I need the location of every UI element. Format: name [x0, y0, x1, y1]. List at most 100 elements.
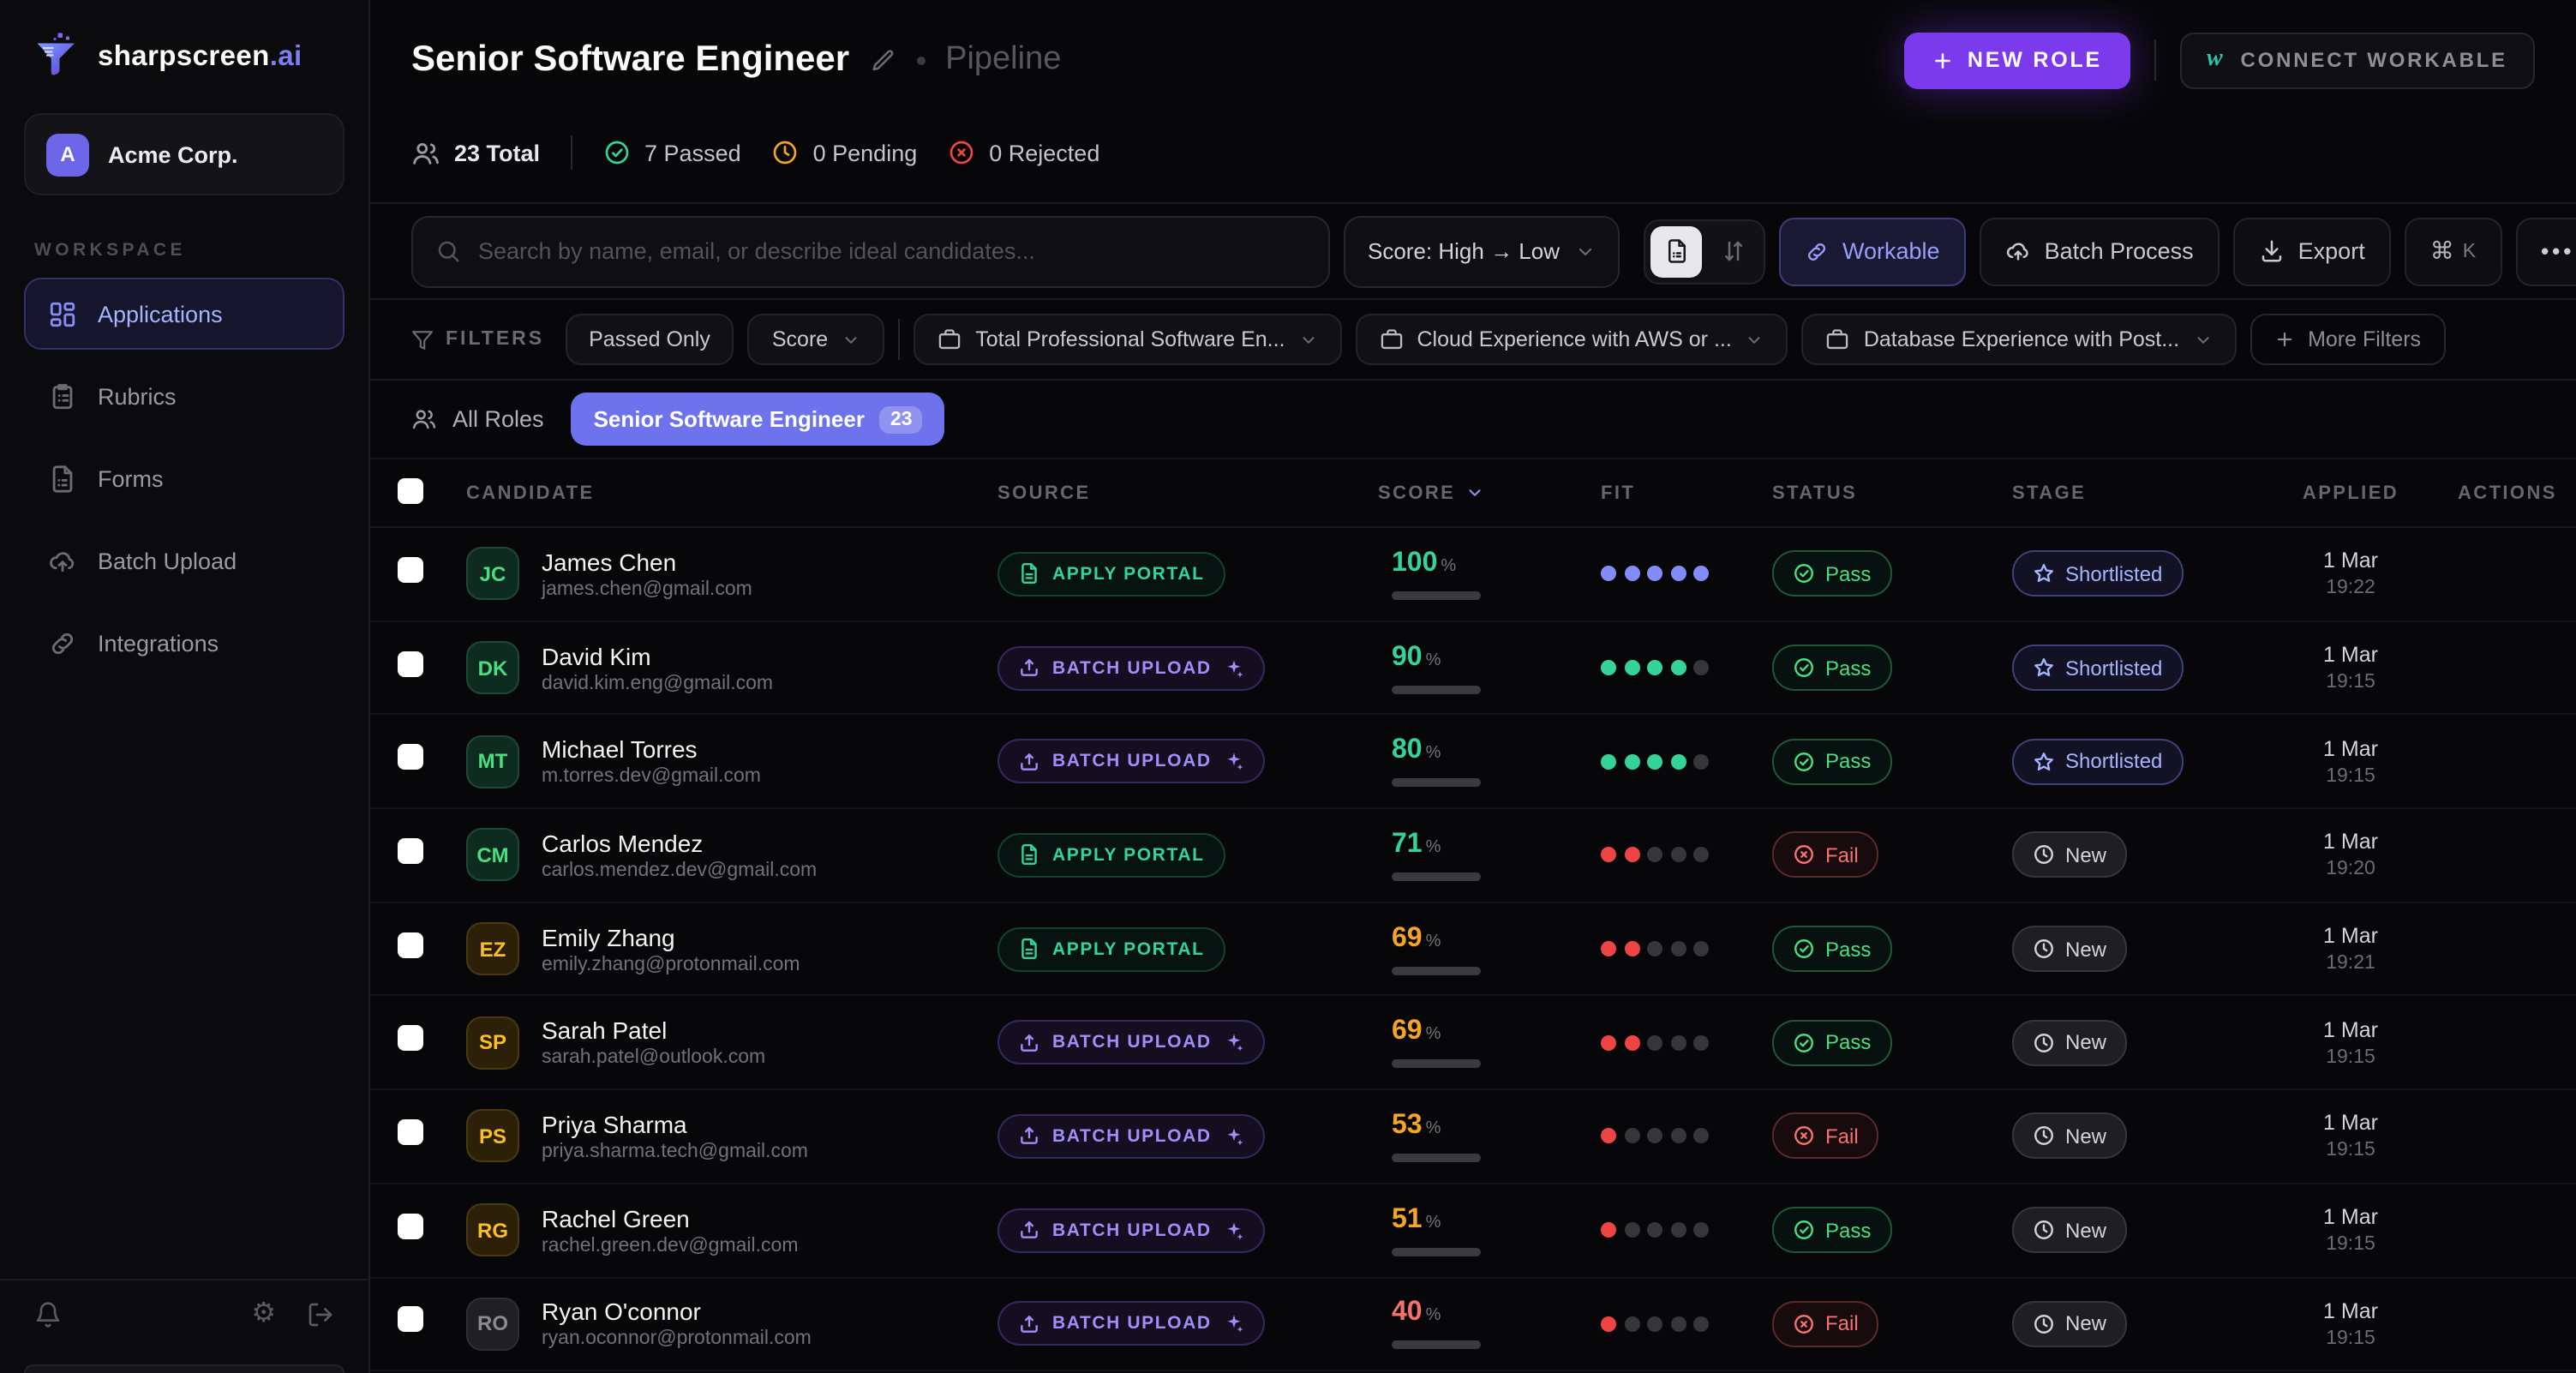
table-row[interactable]: RG Rachel Green rachel.green.dev@gmail.c… — [370, 1184, 2576, 1278]
row-checkbox[interactable] — [398, 744, 423, 770]
col-candidate[interactable]: CANDIDATE — [466, 483, 595, 503]
tab-all-roles[interactable]: All Roles — [411, 406, 544, 432]
sidebar-item-applications[interactable]: Applications — [24, 278, 344, 350]
briefcase-icon — [1826, 327, 1850, 351]
clipboard-icon — [48, 381, 77, 411]
connect-workable-button[interactable]: w CONNECT WORKABLE — [2179, 32, 2535, 88]
table-row[interactable]: SP Sarah Patel sarah.patel@outlook.com B… — [370, 997, 2576, 1091]
filter-chip-passed-only[interactable]: Passed Only — [565, 314, 734, 365]
col-fit[interactable]: FIT — [1601, 483, 1636, 503]
table-row[interactable]: RO Ryan O'connor ryan.oconnor@protonmail… — [370, 1278, 2576, 1372]
table-row[interactable]: DK David Kim david.kim.eng@gmail.com BAT… — [370, 621, 2576, 716]
link-icon — [1805, 239, 1829, 263]
chevron-down-icon — [1746, 330, 1764, 349]
sidebar-nav: Applications Rubrics Forms — [24, 278, 344, 679]
row-checkbox[interactable] — [398, 837, 423, 864]
org-switcher[interactable]: A Acme Corp. — [24, 113, 344, 195]
workspace-label: WORKSPACE — [34, 240, 186, 261]
stage-badge: Shortlisted — [2012, 550, 2184, 597]
row-checkbox[interactable] — [398, 556, 423, 583]
settings-gear-icon[interactable]: ⚙ — [251, 1299, 276, 1328]
score-cell: 51% — [1378, 1204, 1601, 1256]
table-row[interactable]: CM Carlos Mendez carlos.mendez.dev@gmail… — [370, 809, 2576, 903]
batch-process-button[interactable]: Batch Process — [1979, 217, 2220, 285]
filter-dropdown-experience-2[interactable]: Cloud Experience with AWS or ... — [1355, 314, 1788, 365]
page-header: Senior Software Engineer Pipeline NEW RO… — [370, 0, 2576, 103]
col-stage[interactable]: STAGE — [2012, 483, 2087, 503]
applied-date: 1 Mar — [2323, 549, 2378, 573]
sidebar-item-rubrics[interactable]: Rubrics — [24, 360, 344, 432]
col-applied[interactable]: APPLIED — [2302, 483, 2399, 503]
source-badge: APPLY PORTAL — [997, 832, 1225, 878]
active-tab-label: Senior Software Engineer — [593, 406, 865, 432]
sparkles-icon — [1227, 1221, 1243, 1239]
applied-date: 1 Mar — [2323, 1111, 2378, 1136]
table-row[interactable]: PS Priya Sharma priya.sharma.tech@gmail.… — [370, 1090, 2576, 1184]
row-checkbox[interactable] — [398, 1213, 423, 1239]
sidebar-item-integrations[interactable]: Integrations — [24, 607, 344, 679]
row-checkbox[interactable] — [398, 932, 423, 958]
workable-filter-button[interactable]: Workable — [1779, 217, 1966, 285]
source-badge: BATCH UPLOAD — [997, 1301, 1265, 1346]
select-all-checkbox[interactable] — [398, 477, 423, 503]
applied-cell: 1 Mar 19:15 — [2244, 1112, 2458, 1161]
source-badge: BATCH UPLOAD — [997, 645, 1265, 691]
applied-time: 19:15 — [2326, 672, 2375, 693]
fit-dots — [1601, 1222, 1772, 1238]
row-checkbox[interactable] — [398, 651, 423, 677]
document-view-button[interactable] — [1650, 225, 1702, 277]
bell-icon[interactable] — [34, 1301, 62, 1328]
sidebar: sharpscreen.ai A Acme Corp. WORKSPACE Ap… — [0, 0, 370, 1373]
chevron-down-icon — [2193, 330, 2212, 349]
sidebar-item-forms[interactable]: Forms — [24, 442, 344, 514]
applied-date: 1 Mar — [2323, 830, 2378, 854]
filter-dropdown-experience-3[interactable]: Database Experience with Post... — [1801, 314, 2237, 365]
score-cell: 40% — [1378, 1298, 1601, 1350]
sidebar-item-batch-upload[interactable]: Batch Upload — [24, 525, 344, 597]
command-k-button[interactable]: ⌘ K — [2404, 217, 2502, 285]
export-button[interactable]: Export — [2232, 217, 2391, 285]
sidebar-item-label: Rubrics — [98, 383, 177, 409]
shortcut-key: K — [2462, 241, 2477, 261]
divider — [898, 319, 901, 360]
score-cell: 69% — [1378, 1017, 1601, 1069]
more-options-button[interactable]: ••• — [2515, 217, 2576, 285]
candidate-name: Sarah Patel — [542, 1016, 668, 1045]
avatar: CM — [466, 828, 519, 882]
stage-badge: New — [2012, 831, 2128, 878]
plus-icon — [1932, 49, 1954, 71]
search-box[interactable] — [411, 215, 1330, 287]
fit-dots — [1601, 753, 1772, 770]
command-icon: ⌘ — [2429, 237, 2454, 264]
more-filters-button[interactable]: More Filters — [2250, 314, 2446, 365]
table-row[interactable]: EZ Emily Zhang emily.zhang@protonmail.co… — [370, 903, 2576, 997]
row-checkbox[interactable] — [398, 1118, 423, 1145]
applied-date: 1 Mar — [2323, 924, 2378, 949]
status-badge: Fail — [1772, 1112, 1879, 1160]
brand-name: sharpscreen.ai — [98, 40, 303, 71]
table-row[interactable]: MT Michael Torres m.torres.dev@gmail.com… — [370, 716, 2576, 810]
applied-date: 1 Mar — [2323, 643, 2378, 668]
status-badge: Pass — [1772, 738, 1892, 785]
sort-arrows-button[interactable] — [1707, 225, 1758, 277]
status-badge: Fail — [1772, 1300, 1879, 1347]
filter-dropdown-experience-1[interactable]: Total Professional Software En... — [914, 314, 1342, 365]
sort-select[interactable]: Score: High → Low — [1344, 215, 1620, 287]
sidebar-item-label: Integrations — [98, 630, 219, 656]
col-score[interactable]: SCORE — [1378, 483, 1601, 503]
col-status[interactable]: STATUS — [1772, 483, 1858, 503]
new-role-button[interactable]: NEW ROLE — [1903, 32, 2130, 88]
score-bar — [1392, 1059, 1481, 1069]
filter-chip-score[interactable]: Score — [747, 314, 885, 365]
search-input[interactable] — [478, 238, 1306, 264]
tab-senior-software-engineer[interactable]: Senior Software Engineer 23 — [571, 393, 945, 446]
edit-pencil-icon[interactable] — [870, 47, 896, 73]
row-checkbox[interactable] — [398, 1025, 423, 1052]
row-checkbox[interactable] — [398, 1306, 423, 1333]
score-cell: 71% — [1378, 830, 1601, 881]
fit-dots — [1601, 1034, 1772, 1051]
table-row[interactable]: JC James Chen james.chen@gmail.com APPLY… — [370, 528, 2576, 622]
logout-icon[interactable] — [307, 1301, 334, 1328]
chevron-down-icon — [842, 330, 860, 349]
col-source[interactable]: SOURCE — [997, 483, 1091, 503]
